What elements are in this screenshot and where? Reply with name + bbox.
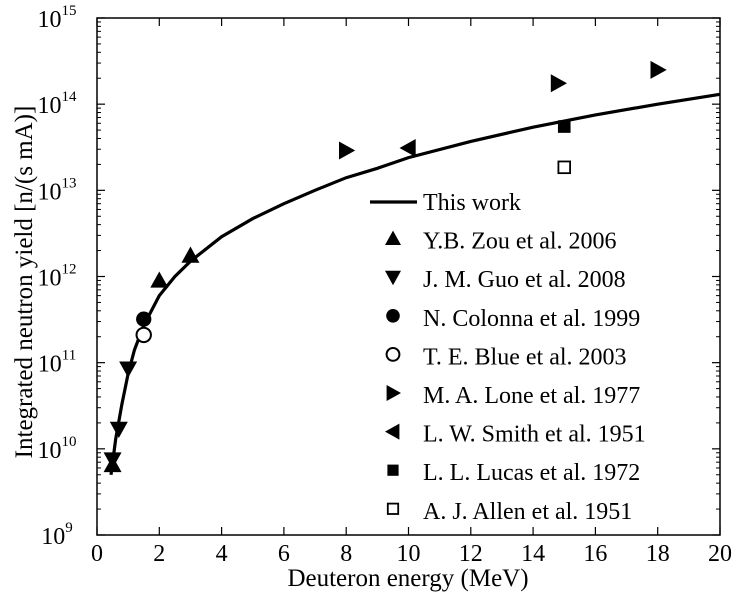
x-tick-label: 14: [521, 541, 545, 567]
x-tick-label: 2: [153, 541, 165, 567]
legend-marker: [386, 502, 400, 515]
legend-marker: [387, 464, 399, 476]
data-point: [650, 60, 667, 79]
x-tick-label: 4: [216, 541, 228, 567]
y-tick-label: 1014: [38, 89, 78, 119]
plot-frame: [96, 17, 721, 536]
data-point: [181, 246, 200, 263]
y-axis-label: Integrated neutron yield [n/(s mA)]: [11, 106, 38, 459]
legend-entry: L. W. Smith et al. 1951: [423, 422, 646, 448]
legend-marker: [385, 347, 401, 362]
x-tick-label: 18: [646, 541, 670, 567]
x-tick-label: 20: [708, 541, 732, 567]
data-point: [557, 120, 571, 133]
data-point: [557, 160, 572, 175]
data-point: [550, 74, 568, 93]
legend-marker: [386, 385, 401, 401]
legend-entry: T. E. Blue et al. 2003: [423, 344, 627, 370]
data-point: [135, 326, 152, 344]
x-tick-label: 12: [459, 541, 483, 567]
legend-entry: M. A. Lone et al. 1977: [423, 383, 640, 409]
x-axis-label: Deuteron energy (MeV): [287, 565, 528, 592]
x-tick-label: 16: [583, 541, 607, 567]
x-tick-label: 6: [278, 541, 290, 567]
x-tick-label: 8: [340, 541, 352, 567]
data-point: [103, 452, 122, 469]
legend-marker: [385, 423, 400, 440]
x-tick-label: 0: [91, 541, 103, 567]
legend-entry: Y.B. Zou et al. 2006: [423, 229, 617, 255]
data-point: [339, 141, 356, 160]
legend-entry: J. M. Guo et al. 2008: [423, 267, 626, 293]
y-tick-label: 1013: [38, 175, 77, 205]
legend-entry: This work: [423, 190, 521, 216]
data-point: [109, 421, 128, 438]
y-tick-label: 1011: [38, 348, 76, 378]
legend-marker: [386, 309, 400, 323]
x-tick-label: 10: [397, 541, 421, 567]
legend-entry: N. Colonna et al. 1999: [423, 306, 640, 332]
data-point: [150, 271, 169, 288]
y-tick-label: 1012: [38, 262, 77, 292]
legend-entry: A. J. Allen et al. 1951: [423, 499, 632, 525]
data-point: [119, 361, 138, 378]
legend-marker: [385, 270, 401, 286]
y-tick-label: 1010: [38, 434, 77, 464]
y-tick-label: 1015: [38, 3, 77, 33]
data-point: [399, 138, 416, 157]
legend-entry: L. L. Lucas et al. 1972: [423, 460, 640, 486]
legend-marker: [385, 230, 401, 245]
data-point: [136, 311, 152, 327]
y-tick-label: 109: [41, 520, 73, 550]
